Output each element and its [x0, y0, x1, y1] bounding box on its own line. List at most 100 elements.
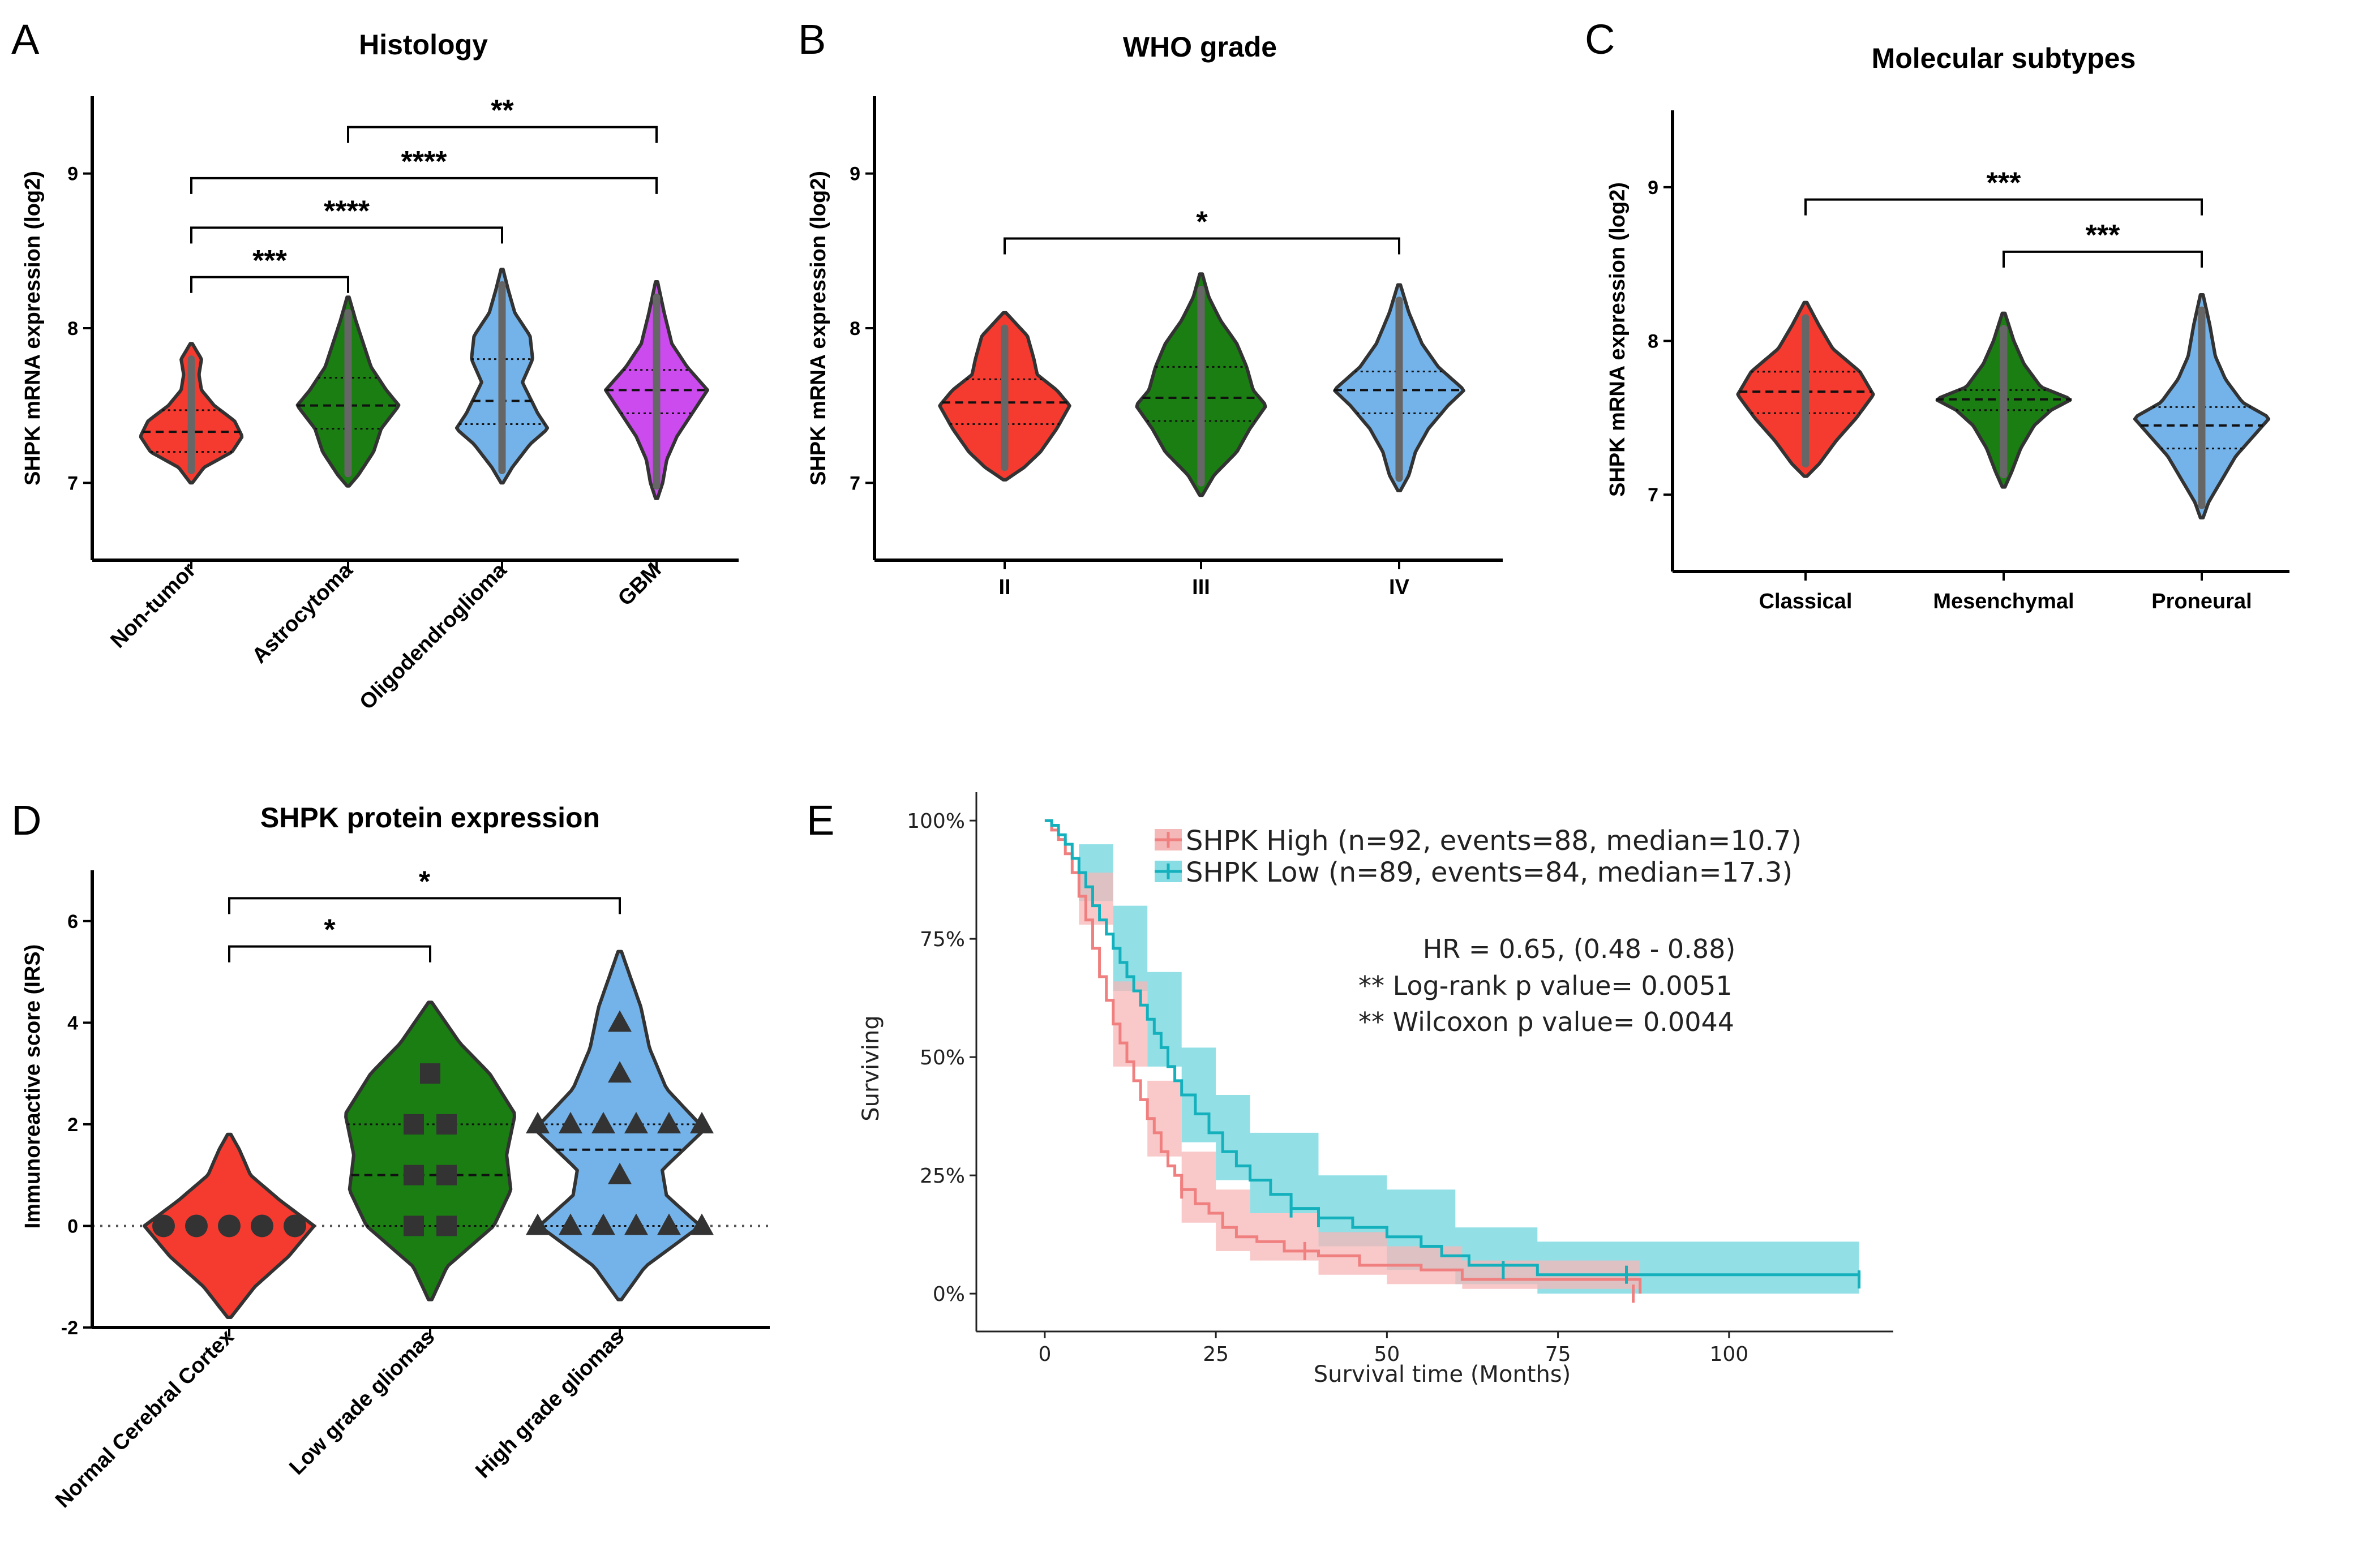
panel-d-data-point [420, 1063, 440, 1084]
panel-letter-a: A [11, 16, 40, 63]
panel-a: A Histology SHPK mRNA expression (log2) … [11, 16, 739, 715]
panel-d-data-point [218, 1214, 241, 1238]
panel-a-title: Histology [359, 29, 488, 61]
panel-b: B WHO grade SHPK mRNA expression (log2) … [798, 16, 1503, 599]
panel-d-ytick-label: -2 [61, 1317, 78, 1339]
legend-high-label: SHPK High (n=92, events=88, median=10.7) [1186, 825, 1802, 857]
panel-e-ytick-label: 50% [920, 1046, 965, 1069]
hazard-ratio-text: HR = 0.65, (0.48 - 0.88) [1423, 934, 1736, 964]
panel-d-data-point [284, 1214, 306, 1238]
panel-b-title: WHO grade [1123, 31, 1277, 63]
panel-d-category-label: Normal Cerebral Cortex [51, 1325, 238, 1513]
panel-d-data-point [251, 1214, 273, 1238]
panel-d-violin-2 [344, 1000, 516, 1301]
panel-letter-d: D [11, 797, 41, 844]
panel-b-significance-bracket [1004, 237, 1400, 255]
panel-d-data-point [608, 1010, 632, 1032]
panel-a-category-label: Astrocytoma [247, 558, 358, 668]
panel-a-significance-label: **** [401, 145, 448, 178]
panel-b-category-label: III [1192, 575, 1210, 599]
panel-e-xtick-label: 25 [1203, 1343, 1229, 1366]
panel-e-ytick-label: 75% [920, 928, 965, 951]
panel-d-data-point [591, 1213, 615, 1235]
panel-c-category-label: Classical [1759, 590, 1853, 613]
panel-letter-c: C [1585, 16, 1615, 63]
panel-d-data-point [436, 1215, 457, 1236]
panel-d-data-point [657, 1111, 681, 1133]
panel-a-significance-label: **** [324, 195, 370, 227]
panel-d-data-point [526, 1111, 550, 1133]
panel-d-significance-bracket [228, 897, 621, 914]
panel-e-xlabel: Survival time (Months) [1314, 1361, 1571, 1387]
panel-b-ytick-label: 7 [850, 472, 860, 494]
panel-c-category-label: Proneural [2151, 590, 2252, 613]
panel-d-data-point [591, 1111, 615, 1133]
panel-d-category-label: High grade gliomas [471, 1325, 629, 1483]
panel-c-significance-label: *** [2086, 219, 2120, 252]
panel-d-data-point [608, 1162, 632, 1184]
panel-b-ytick-label: 9 [850, 164, 860, 185]
panel-d-data-point [404, 1114, 424, 1135]
panel-c-significance-bracket [2003, 250, 2203, 268]
panel-d-ylabel: Immunoreactive score (IRS) [21, 944, 45, 1229]
panel-d-data-point [404, 1165, 424, 1185]
panel-c-ytick-label: 7 [1648, 484, 1658, 506]
panel-a-significance-bracket [190, 276, 349, 293]
panel-d-data-point [690, 1213, 714, 1235]
panel-d-data-point [436, 1114, 457, 1135]
panel-c-ytick-label: 9 [1648, 177, 1658, 199]
panel-c-significance-label: *** [1987, 167, 2021, 200]
panel-d-significance-label: * [419, 865, 431, 898]
panel-c: C Molecular subtypes SHPK mRNA expressio… [1585, 16, 2289, 613]
panel-letter-b: B [798, 16, 826, 63]
panel-e-xtick-label: 100 [1709, 1343, 1748, 1366]
panel-e-xtick-label: 0 [1038, 1343, 1051, 1366]
panel-a-ytick-label: 8 [67, 318, 78, 340]
panel-d-data-point [608, 1061, 632, 1083]
panel-b-significance-label: * [1196, 205, 1208, 238]
panel-e-xtick-label: 75 [1545, 1343, 1571, 1366]
panel-d: D SHPK protein expression Immunoreactive… [11, 797, 770, 1513]
panel-e-xtick-label: 50 [1374, 1343, 1400, 1366]
panel-d-significance-label: * [324, 914, 336, 947]
panel-d-category-label: Low grade gliomas [285, 1325, 439, 1480]
panel-d-ytick-label: 4 [67, 1012, 78, 1034]
panel-d-data-point [404, 1215, 424, 1236]
panel-a-ytick-label: 9 [67, 164, 78, 185]
panel-d-significance-bracket [228, 945, 431, 963]
panel-d-data-point [526, 1213, 550, 1235]
panel-d-data-point [657, 1213, 681, 1235]
panel-b-ylabel: SHPK mRNA expression (log2) [807, 171, 830, 486]
panel-e-ytick-label: 25% [920, 1165, 965, 1188]
panel-c-significance-bracket [1804, 198, 2203, 216]
panel-a-category-label: Oligodendroglioma [355, 558, 512, 715]
panel-e: E Surviving Survival time (Months) SHPK … [807, 792, 1893, 1387]
panel-a-ytick-label: 7 [67, 472, 78, 494]
panel-b-category-label: IV [1389, 575, 1410, 599]
panel-b-category-label: II [998, 575, 1010, 599]
panel-d-data-point [185, 1214, 208, 1238]
km-curve-high [1044, 819, 1642, 1294]
panel-b-ytick-label: 8 [850, 318, 860, 340]
panel-a-category-label: GBM [614, 559, 666, 611]
panel-a-significance-bracket [190, 226, 503, 244]
panel-a-ylabel: SHPK mRNA expression (log2) [21, 171, 45, 486]
panel-e-ylabel: Surviving [858, 1015, 884, 1122]
panel-a-significance-bracket [190, 177, 658, 194]
panel-d-ytick-label: 6 [67, 911, 78, 933]
panel-a-significance-label: ** [491, 94, 514, 127]
panel-d-ytick-label: 2 [67, 1114, 78, 1136]
panel-d-data-point [690, 1111, 714, 1133]
panel-d-title: SHPK protein expression [260, 802, 600, 834]
panel-e-ytick-label: 100% [907, 810, 965, 833]
km-band-high [1044, 820, 1640, 1294]
panel-a-significance-label: *** [252, 244, 287, 277]
panel-d-ytick-label: 0 [67, 1215, 78, 1237]
panel-d-data-point [559, 1213, 582, 1235]
km-band-low [1044, 820, 1859, 1294]
panel-d-data-point [624, 1213, 648, 1235]
panel-letter-e: E [807, 797, 834, 844]
panel-e-ytick-label: 0% [933, 1283, 965, 1306]
panel-c-category-label: Mesenchymal [1933, 590, 2074, 613]
